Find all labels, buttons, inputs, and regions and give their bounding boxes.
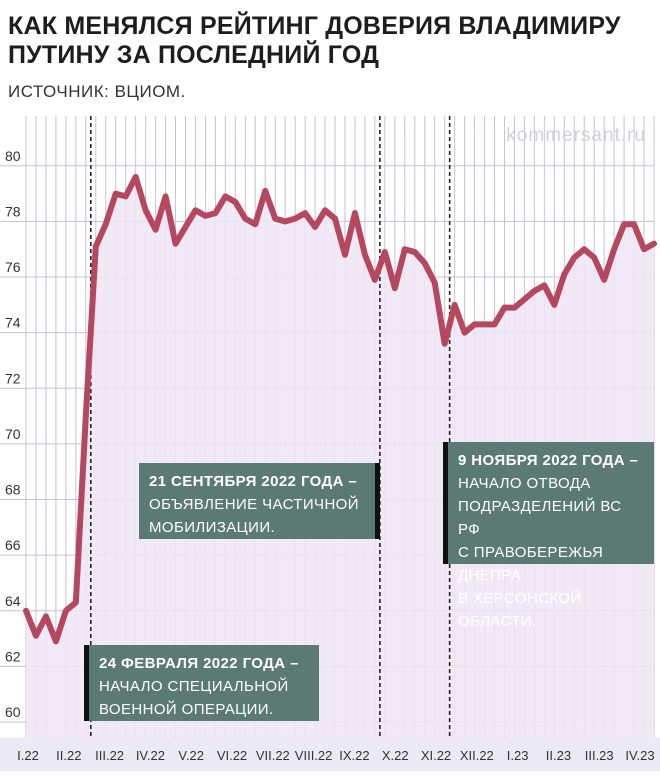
callout-kherson-withdrawal-text: С ПРАВОБЕРЕЖЬЯ ДНЕПРА xyxy=(458,544,604,584)
x-axis-band xyxy=(0,738,660,771)
x-tick-label: V.22 xyxy=(178,748,204,763)
chart-source: ИСТОЧНИК: ВЦИОМ. xyxy=(8,82,186,101)
y-tick-label: 64 xyxy=(5,593,21,609)
x-tick-label: IV.22 xyxy=(136,748,165,763)
x-tick-label: II.22 xyxy=(56,748,81,763)
y-tick-label: 60 xyxy=(5,704,21,720)
y-tick-label: 72 xyxy=(5,370,21,386)
event-markers xyxy=(89,116,451,738)
x-tick-label: IV.23 xyxy=(625,748,654,763)
x-tick-label: X.22 xyxy=(382,748,409,763)
callout-special-operation-text: ВОЕННОЙ ОПЕРАЦИИ. xyxy=(99,701,274,718)
callout-mobilization-date: 21 СЕНТЯБРЯ 2022 ГОДА – xyxy=(149,473,358,490)
rating-line xyxy=(23,173,657,645)
callout-mobilization-text: МОБИЛИЗАЦИИ. xyxy=(149,519,276,536)
callout-kherson-withdrawal-text: В ХЕРСОНСКОЙ ОБЛАСТИ. xyxy=(458,590,582,630)
rating-area xyxy=(26,176,654,738)
x-tick-label: III.23 xyxy=(585,748,614,763)
x-tick-label: I.22 xyxy=(17,748,39,763)
y-tick-label: 78 xyxy=(5,203,21,219)
y-tick-label: 76 xyxy=(5,259,21,275)
x-tick-label: III.22 xyxy=(95,748,124,763)
callout-mobilization-text: ОБЪЯВЛЕНИЕ ЧАСТИЧНОЙ xyxy=(149,496,359,513)
callout-kherson-withdrawal-text: НАЧАЛО ОТВОДА xyxy=(458,475,591,492)
y-tick-label: 80 xyxy=(5,148,21,164)
callout-kherson-withdrawal-text: ПОДРАЗДЕЛЕНИЙ ВС РФ xyxy=(458,498,622,538)
x-tick-label: II.23 xyxy=(546,748,571,763)
y-tick-label: 66 xyxy=(5,537,21,553)
chart-title: КАК МЕНЯЛСЯ РЕЙТИНГ ДОВЕРИЯ ВЛАДИМИРУ ПУ… xyxy=(8,12,621,69)
x-axis-tick-labels: I.22 II.22 III.22 IV.22 V.22 VI.22 VII.22 VIII.… xyxy=(17,748,654,763)
x-tick-label: IX.22 xyxy=(339,748,369,763)
x-tick-label: XI.22 xyxy=(421,748,451,763)
x-tick-label: I.23 xyxy=(507,748,529,763)
watermark: kommersant.ru xyxy=(506,125,646,146)
callout-kherson-withdrawal: 9 НОЯБРЯ 2022 ГОДА – НАЧАЛО ОТВОДА ПОДРА… xyxy=(443,442,654,630)
callout-mobilization: 21 СЕНТЯБРЯ 2022 ГОДА – ОБЪЯВЛЕНИЕ ЧАСТИ… xyxy=(139,463,380,539)
callout-special-operation-text: НАЧАЛО СПЕЦИАЛЬНОЙ xyxy=(99,678,289,695)
y-tick-label: 68 xyxy=(5,482,21,498)
x-tick-label: XII.22 xyxy=(460,748,494,763)
callout-special-operation: 24 ФЕВРАЛЯ 2022 ГОДА – НАЧАЛО СПЕЦИАЛЬНО… xyxy=(84,645,319,721)
y-tick-label: 74 xyxy=(5,315,21,331)
callout-kherson-withdrawal-date: 9 НОЯБРЯ 2022 ГОДА – xyxy=(458,452,639,469)
y-tick-label: 70 xyxy=(5,426,21,442)
x-tick-label: VIII.22 xyxy=(295,748,333,763)
x-tick-label: VI.22 xyxy=(217,748,247,763)
y-tick-label: 62 xyxy=(5,648,21,664)
callout-special-operation-date: 24 ФЕВРАЛЯ 2022 ГОДА – xyxy=(99,655,299,672)
x-tick-label: VII.22 xyxy=(256,748,290,763)
y-axis-tick-labels: 60 62 64 66 68 70 72 74 76 78 80 xyxy=(5,148,21,720)
